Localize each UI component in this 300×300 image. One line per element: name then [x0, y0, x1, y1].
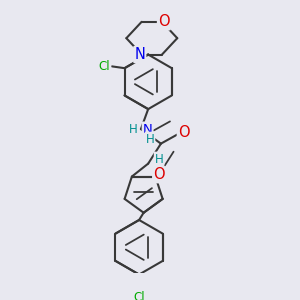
Text: O: O — [153, 167, 165, 182]
Text: O: O — [178, 125, 189, 140]
Text: N: N — [134, 47, 145, 62]
Text: H: H — [155, 153, 164, 166]
Text: H: H — [128, 123, 137, 136]
Text: Cl: Cl — [99, 60, 110, 73]
Text: O: O — [158, 14, 169, 29]
Text: Cl: Cl — [133, 291, 145, 300]
Text: N: N — [143, 123, 152, 136]
Text: H: H — [146, 133, 154, 146]
